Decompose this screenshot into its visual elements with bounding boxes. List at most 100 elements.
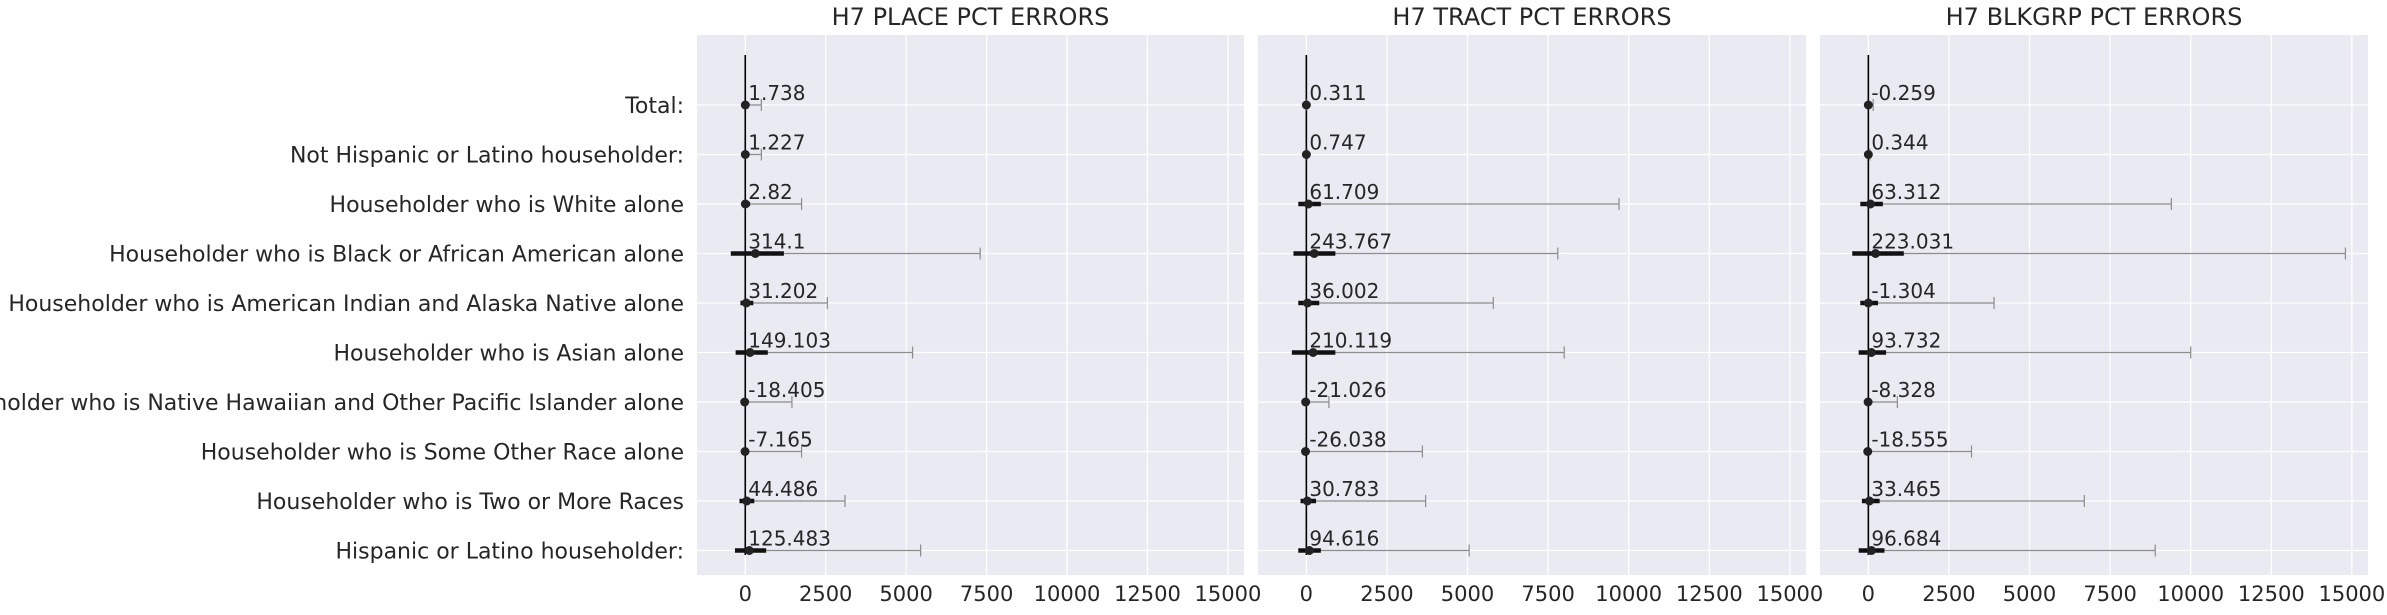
mean-label: 223.031 — [1871, 230, 1954, 254]
mean-point — [1309, 249, 1319, 258]
x-tick-label: 10000 — [1034, 582, 1101, 606]
mean-point — [1301, 447, 1311, 456]
mean-point — [1303, 298, 1313, 308]
x-tick-label: 0 — [1862, 582, 1875, 606]
mean-point — [740, 199, 750, 209]
x-tick-label: 7500 — [2083, 582, 2136, 606]
mean-label: -18.555 — [1871, 428, 1948, 452]
mean-label: -26.038 — [1309, 428, 1386, 452]
mean-point — [1302, 496, 1312, 506]
x-tick-label: 5000 — [2003, 582, 2056, 606]
mean-label: 0.344 — [1871, 131, 1928, 155]
x-tick-label: 12500 — [2238, 582, 2305, 606]
mean-label: 314.1 — [748, 230, 805, 254]
mean-point — [1865, 199, 1875, 209]
mean-label: -1.304 — [1871, 279, 1935, 303]
mean-point — [1301, 397, 1311, 407]
mean-point — [1863, 447, 1873, 456]
panel-title: H7 TRACT PCT ERRORS — [1392, 3, 1671, 31]
mean-point — [740, 100, 750, 110]
mean-point — [750, 249, 760, 258]
x-tick-label: 0 — [1300, 582, 1313, 606]
mean-point — [1863, 150, 1873, 159]
x-tick-label: 15000 — [2318, 582, 2385, 606]
x-tick-label: 15000 — [1195, 582, 1262, 606]
x-tick-label: 2500 — [799, 582, 852, 606]
mean-label: 1.738 — [748, 81, 805, 105]
mean-label: 94.616 — [1309, 527, 1379, 551]
mean-point — [1304, 546, 1314, 555]
y-tick-label: Householder who is White alone — [330, 193, 684, 218]
y-tick-label: Householder who is Black or African Amer… — [109, 243, 684, 268]
panel-title: H7 BLKGRP PCT ERRORS — [1946, 3, 2243, 31]
mean-point — [1863, 298, 1873, 308]
mean-label: 31.202 — [748, 279, 818, 303]
y-tick-label: Not Hispanic or Latino householder: — [290, 144, 684, 169]
mean-label: -0.259 — [1871, 81, 1935, 105]
mean-point — [1871, 249, 1881, 258]
mean-label: 63.312 — [1871, 180, 1941, 204]
x-tick-label: 10000 — [1595, 582, 1662, 606]
mean-label: 44.486 — [748, 477, 818, 501]
panel-3: H7 BLKGRP PCT ERRORS 0 2500 5000 7500 10000 12… — [1820, 3, 2385, 606]
x-tick-label: 5000 — [1441, 582, 1494, 606]
mean-point — [1863, 100, 1873, 110]
y-tick-label: Householder who is Native Hawaiian and O… — [0, 391, 684, 416]
mean-label: -18.405 — [748, 378, 825, 402]
mean-point — [740, 397, 750, 407]
mean-label: 149.103 — [748, 329, 831, 353]
mean-label: -8.328 — [1871, 378, 1935, 402]
mean-label: 0.747 — [1309, 131, 1366, 155]
y-tick-label: Householder who is Asian alone — [333, 342, 684, 367]
mean-label: 1.227 — [748, 131, 805, 155]
mean-point — [741, 298, 751, 308]
mean-point — [740, 447, 750, 456]
x-tick-label: 7500 — [960, 582, 1013, 606]
mean-label: 36.002 — [1309, 279, 1379, 303]
x-tick-label: 2500 — [1922, 582, 1975, 606]
mean-point — [1301, 100, 1311, 110]
y-tick-label: Householder who is American Indian and A… — [8, 292, 684, 317]
mean-point — [1303, 199, 1313, 209]
mean-point — [1308, 348, 1318, 357]
mean-label: 210.119 — [1309, 329, 1392, 353]
mean-point — [1863, 397, 1873, 407]
y-tick-label: Householder who is Two or More Races — [256, 490, 684, 515]
mean-label: 0.311 — [1309, 81, 1366, 105]
x-tick-label: 2500 — [1360, 582, 1413, 606]
mean-label: 96.684 — [1871, 527, 1941, 551]
mean-point — [1866, 348, 1876, 357]
mean-label: 243.767 — [1309, 230, 1392, 254]
mean-label: 61.709 — [1309, 180, 1379, 204]
panel-1: H7 PLACE PCT ERRORS 0 2500 5000 7500 10000 125… — [697, 3, 1261, 606]
x-tick-label: 10000 — [2157, 582, 2224, 606]
mean-label: -7.165 — [748, 428, 812, 452]
x-tick-label: 7500 — [1521, 582, 1574, 606]
x-tick-label: 12500 — [1676, 582, 1743, 606]
mean-point — [1301, 150, 1311, 159]
x-tick-label: 15000 — [1756, 582, 1823, 606]
mean-label: 2.82 — [748, 180, 793, 204]
mean-label: 33.465 — [1871, 477, 1941, 501]
y-tick-label: Householder who is Some Other Race alone — [201, 441, 684, 466]
y-tick-label: Hispanic or Latino householder: — [335, 540, 684, 565]
x-tick-label: 12500 — [1114, 582, 1181, 606]
x-tick-label: 0 — [739, 582, 752, 606]
mean-point — [1864, 496, 1874, 506]
y-tick-label: Total: — [624, 94, 684, 119]
panel-background — [1258, 35, 1806, 575]
mean-label: 93.732 — [1871, 329, 1941, 353]
mean-point — [744, 546, 754, 555]
panel-background — [697, 35, 1244, 575]
mean-label: 125.483 — [748, 527, 831, 551]
mean-label: 30.783 — [1309, 477, 1379, 501]
mean-point — [745, 348, 755, 357]
x-tick-label: 5000 — [879, 582, 932, 606]
panel-2: H7 TRACT PCT ERRORS 0 2500 5000 7500 10000 125… — [1258, 3, 1823, 606]
mean-point — [740, 150, 750, 159]
panel-title: H7 PLACE PCT ERRORS — [832, 3, 1110, 31]
mean-point — [742, 496, 752, 506]
mean-point — [1866, 546, 1876, 555]
